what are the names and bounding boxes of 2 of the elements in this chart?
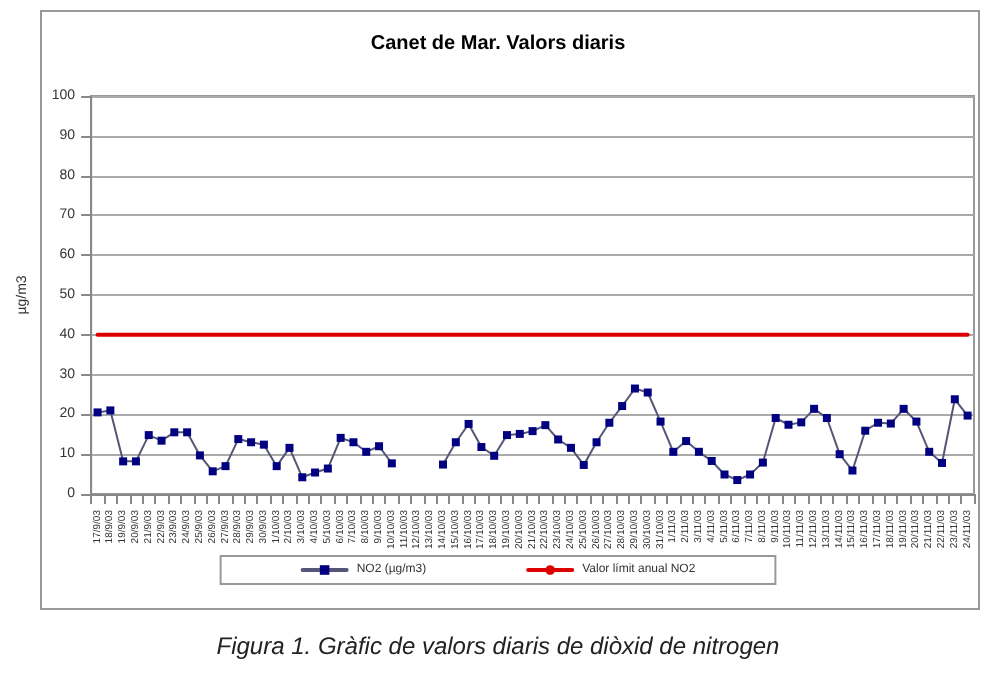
text: Figura 1. Gràfic de valors diaris de diòxid de nitrogen (214, 632, 782, 660)
chart-title: Canet de Mar. Valors diaris (370, 33, 627, 55)
